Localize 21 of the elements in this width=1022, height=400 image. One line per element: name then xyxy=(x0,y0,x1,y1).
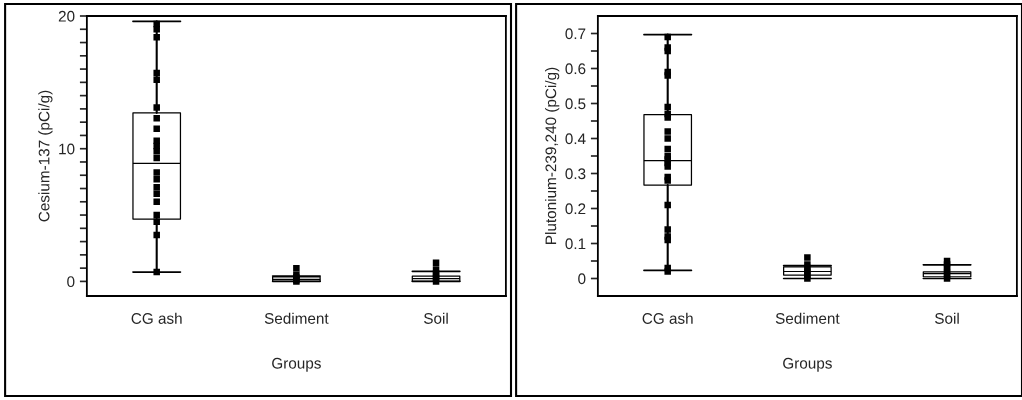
x-tick-label: Sediment xyxy=(264,312,329,324)
y-tick-label: 0 xyxy=(578,273,586,285)
x-axis-title: Groups xyxy=(783,357,832,372)
x-tick-label: CG ash xyxy=(131,312,182,324)
x-tick-label: Sediment xyxy=(775,312,840,324)
y-tick-label: 0.5 xyxy=(565,98,586,110)
y-tick-label: 0.4 xyxy=(565,133,586,145)
y-tick-label: 10 xyxy=(59,143,75,155)
y-tick-label: 0.7 xyxy=(565,28,586,40)
y-axis-title: Cesium-137 (pCi/g) xyxy=(38,90,53,222)
x-axis-title: Groups xyxy=(272,357,321,372)
x-tick-label: Soil xyxy=(424,312,448,324)
y-tick-label: 0.3 xyxy=(565,168,586,180)
y-tick-label: 0 xyxy=(67,276,75,288)
y-tick-label: 0.1 xyxy=(565,238,586,250)
y-tick-label: 0.2 xyxy=(565,203,586,215)
y-tick-label: 0.6 xyxy=(565,63,586,75)
y-tick-label: 20 xyxy=(58,10,75,22)
x-tick-label: Soil xyxy=(935,312,959,324)
x-tick-label: CG ash xyxy=(642,312,693,324)
y-axis-title: Plutonium-239,240 (pCi/g) xyxy=(545,67,560,244)
